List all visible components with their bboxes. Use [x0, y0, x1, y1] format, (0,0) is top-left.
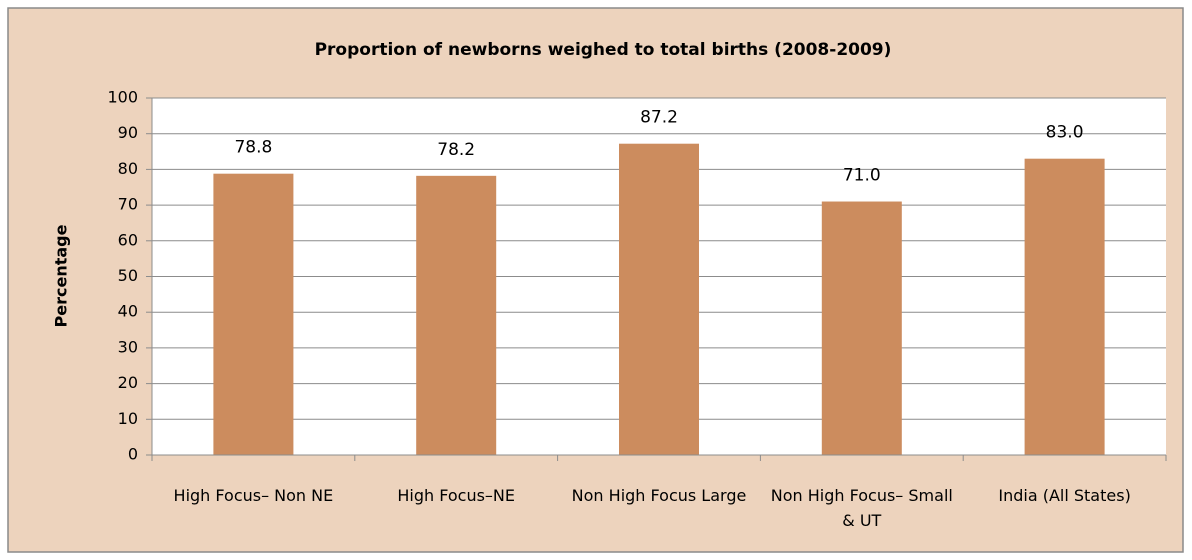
- x-tick-label: High Focus– Non NE: [173, 486, 334, 505]
- data-label: 71.0: [843, 166, 881, 186]
- bar: [213, 173, 294, 455]
- data-label: 83.0: [1046, 123, 1084, 143]
- x-tick-label: Non High Focus Large: [571, 486, 747, 505]
- x-tick-label: Non High Focus– Small & UT: [770, 486, 953, 530]
- y-tick-label: 100: [107, 88, 138, 107]
- bar: [1024, 158, 1105, 455]
- x-tick-label: India (All States): [998, 486, 1131, 505]
- y-tick-label: 50: [118, 266, 138, 285]
- data-label: 78.8: [234, 138, 272, 158]
- data-label: 78.2: [437, 140, 475, 160]
- y-tick-label: 90: [118, 123, 138, 142]
- y-tick-label: 40: [118, 302, 138, 321]
- x-tick-label: High Focus–NE: [397, 486, 515, 505]
- bar: [821, 201, 902, 455]
- y-tick-label: 20: [118, 373, 138, 392]
- chart-title: Proportion of newborns weighed to total …: [315, 40, 892, 60]
- y-tick-label: 60: [118, 230, 138, 249]
- y-axis-label: Percentage: [52, 224, 71, 327]
- data-label: 87.2: [640, 108, 678, 128]
- bar: [619, 143, 699, 456]
- bar: [416, 175, 497, 456]
- y-tick-label: 80: [118, 159, 138, 178]
- y-tick-label: 30: [118, 337, 138, 356]
- y-tick-label: 10: [118, 409, 138, 428]
- y-tick-label: 0: [128, 445, 138, 464]
- y-tick-label: 70: [118, 195, 138, 214]
